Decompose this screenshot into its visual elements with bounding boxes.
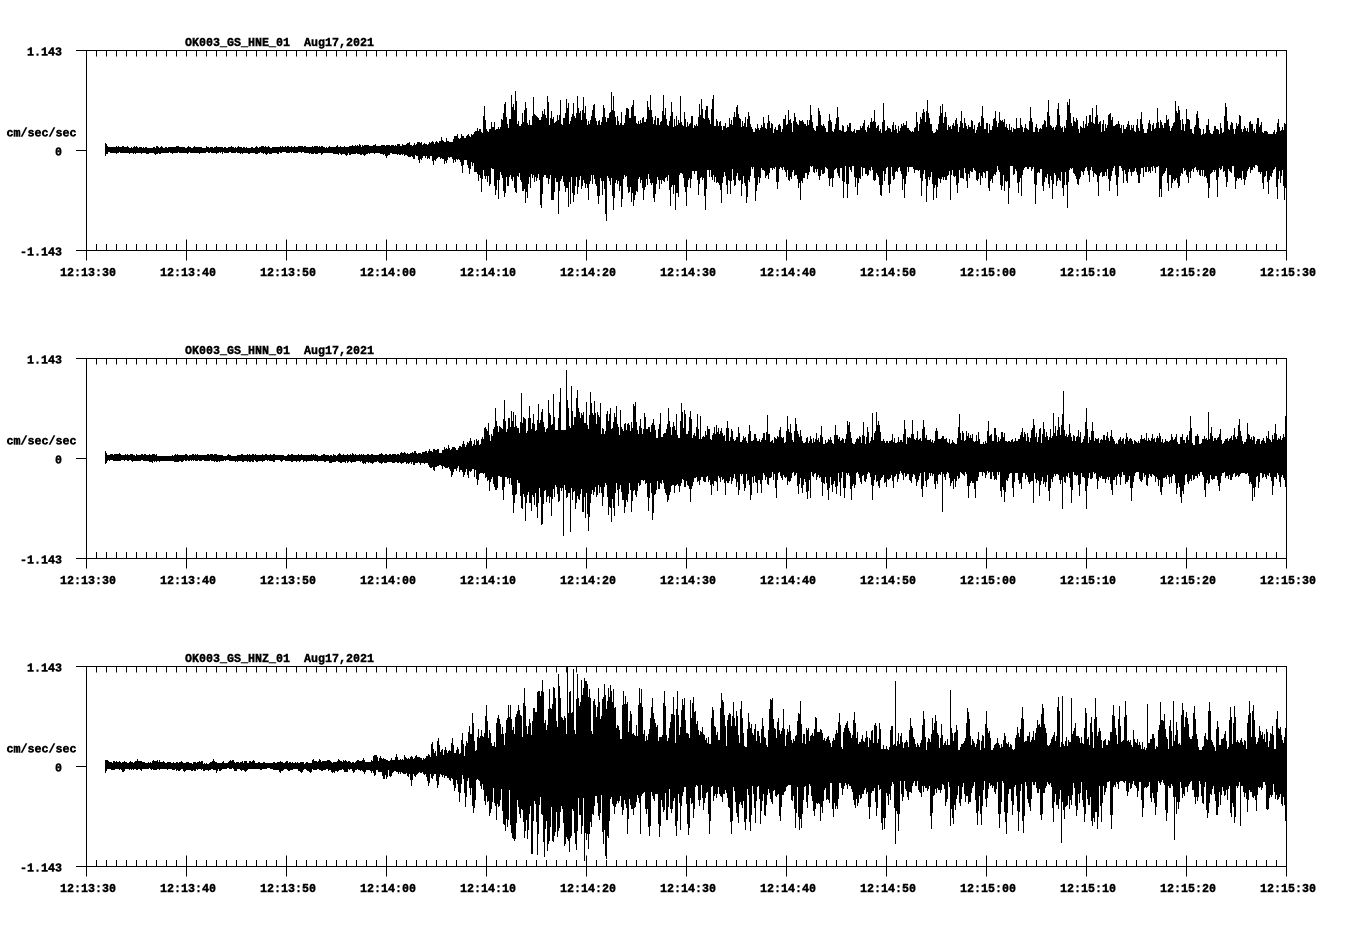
svg-text:12:15:00: 12:15:00: [960, 266, 1016, 280]
svg-text:12:15:30: 12:15:30: [1260, 882, 1316, 896]
svg-text:12:15:30: 12:15:30: [1260, 266, 1316, 280]
svg-text:12:14:50: 12:14:50: [860, 574, 916, 588]
svg-text:Aug17,2021: Aug17,2021: [304, 344, 374, 358]
svg-text:12:14:20: 12:14:20: [560, 574, 616, 588]
svg-text:12:13:50: 12:13:50: [260, 266, 316, 280]
svg-text:cm/sec/sec: cm/sec/sec: [7, 435, 77, 449]
svg-text:12:13:40: 12:13:40: [160, 574, 216, 588]
svg-text:12:15:10: 12:15:10: [1060, 266, 1116, 280]
svg-text:12:13:30: 12:13:30: [60, 266, 116, 280]
svg-text:12:14:00: 12:14:00: [360, 574, 416, 588]
svg-text:12:14:40: 12:14:40: [760, 266, 816, 280]
svg-text:12:15:20: 12:15:20: [1160, 882, 1216, 896]
svg-text:12:15:20: 12:15:20: [1160, 574, 1216, 588]
svg-text:-1.143: -1.143: [20, 554, 62, 568]
svg-text:12:13:50: 12:13:50: [260, 574, 316, 588]
svg-text:12:14:00: 12:14:00: [360, 882, 416, 896]
svg-text:OK003_GS_HNE_01: OK003_GS_HNE_01: [185, 36, 290, 50]
svg-text:12:14:30: 12:14:30: [660, 266, 716, 280]
svg-text:12:15:00: 12:15:00: [960, 882, 1016, 896]
svg-text:12:14:20: 12:14:20: [560, 882, 616, 896]
svg-text:Aug17,2021: Aug17,2021: [304, 36, 374, 50]
svg-text:1.143: 1.143: [27, 46, 62, 60]
svg-text:12:13:50: 12:13:50: [260, 882, 316, 896]
svg-text:cm/sec/sec: cm/sec/sec: [7, 127, 77, 141]
svg-text:12:15:00: 12:15:00: [960, 574, 1016, 588]
svg-text:OK003_GS_HNN_01: OK003_GS_HNN_01: [185, 344, 290, 358]
svg-text:12:15:10: 12:15:10: [1060, 574, 1116, 588]
svg-text:12:15:20: 12:15:20: [1160, 266, 1216, 280]
svg-text:0: 0: [55, 762, 62, 776]
svg-text:12:13:30: 12:13:30: [60, 574, 116, 588]
svg-text:12:14:50: 12:14:50: [860, 266, 916, 280]
svg-text:12:14:40: 12:14:40: [760, 882, 816, 896]
svg-text:12:15:10: 12:15:10: [1060, 882, 1116, 896]
svg-text:12:14:30: 12:14:30: [660, 574, 716, 588]
svg-text:12:15:30: 12:15:30: [1260, 574, 1316, 588]
svg-text:12:14:10: 12:14:10: [460, 266, 516, 280]
svg-text:1.143: 1.143: [27, 354, 62, 368]
svg-text:12:14:30: 12:14:30: [660, 882, 716, 896]
svg-text:12:13:30: 12:13:30: [60, 882, 116, 896]
svg-text:12:13:40: 12:13:40: [160, 882, 216, 896]
svg-text:0: 0: [55, 146, 62, 160]
svg-text:12:14:20: 12:14:20: [560, 266, 616, 280]
svg-text:-1.143: -1.143: [20, 862, 62, 876]
svg-text:-1.143: -1.143: [20, 246, 62, 260]
svg-text:OK003_GS_HNZ_01: OK003_GS_HNZ_01: [185, 652, 290, 666]
svg-text:cm/sec/sec: cm/sec/sec: [7, 743, 77, 757]
svg-text:12:13:40: 12:13:40: [160, 266, 216, 280]
svg-text:12:14:10: 12:14:10: [460, 882, 516, 896]
svg-text:12:14:50: 12:14:50: [860, 882, 916, 896]
svg-text:0: 0: [55, 454, 62, 468]
svg-text:Aug17,2021: Aug17,2021: [304, 652, 374, 666]
svg-text:12:14:40: 12:14:40: [760, 574, 816, 588]
svg-text:12:14:00: 12:14:00: [360, 266, 416, 280]
svg-text:12:14:10: 12:14:10: [460, 574, 516, 588]
svg-text:1.143: 1.143: [27, 662, 62, 676]
